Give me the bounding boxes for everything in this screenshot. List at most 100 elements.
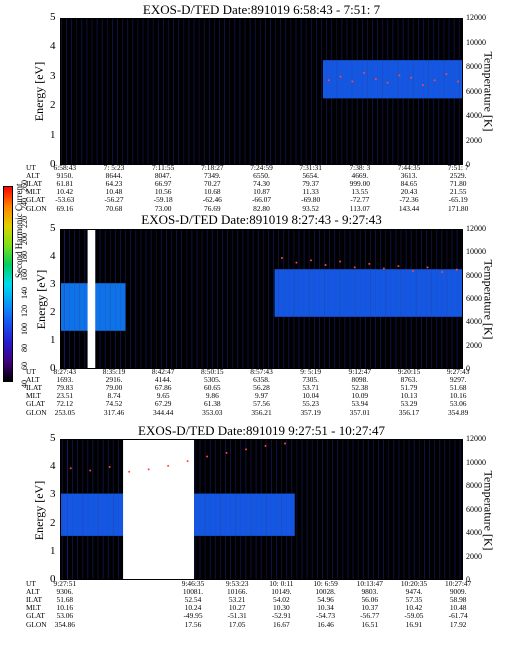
- y-tick-label: 3: [50, 278, 56, 290]
- orbit-cell: 60.65: [204, 383, 221, 393]
- orbit-cell: 10.56: [154, 187, 172, 197]
- texture-stripe: [137, 19, 139, 164]
- temperature-point: [445, 73, 448, 76]
- texture-stripe: [102, 440, 104, 579]
- orbit-cell: 9:12:47: [348, 367, 372, 376]
- temperature-point: [69, 467, 72, 470]
- texture-stripe: [275, 19, 276, 164]
- temperature-point: [457, 80, 460, 83]
- y-tick-label: 2: [50, 306, 56, 318]
- panel2-heatmap: [61, 230, 462, 368]
- texture-stripe: [405, 230, 407, 368]
- texture-stripe: [142, 19, 144, 164]
- orbit-cell: 61.81: [56, 179, 74, 189]
- orbit-cell: -69.80: [301, 195, 321, 205]
- texture-stripe: [204, 440, 206, 579]
- texture-stripe: [428, 19, 429, 164]
- orbit-cell: 74.30: [253, 179, 270, 189]
- orbit-cell: 73.00: [154, 203, 172, 213]
- texture-stripe: [331, 19, 333, 164]
- orbit-cell: 10.34: [317, 603, 334, 613]
- texture-stripe: [342, 440, 344, 579]
- texture-stripe: [454, 440, 456, 579]
- texture-stripe: [286, 440, 288, 579]
- texture-stripe: [271, 440, 272, 579]
- temperature-point: [339, 75, 342, 78]
- texture-stripe: [66, 19, 67, 164]
- texture-stripe: [171, 230, 172, 368]
- texture-stripe: [303, 230, 305, 368]
- texture-stripe: [152, 19, 154, 164]
- texture-stripe: [377, 19, 378, 164]
- texture-stripe: [367, 440, 369, 579]
- orbit-cell: 6358.: [253, 375, 270, 385]
- orbit-cell: 72.12: [56, 399, 74, 409]
- texture-stripe: [196, 230, 198, 368]
- orbit-row-label: MLT: [26, 391, 41, 401]
- texture-stripe: [306, 440, 308, 579]
- texture-stripe: [235, 440, 237, 579]
- texture-stripe: [387, 19, 389, 164]
- orbit-cell: 71.80: [449, 179, 467, 189]
- orbit-cell: 76.69: [204, 203, 221, 213]
- orbit-cell: 8.74: [107, 391, 121, 401]
- texture-stripe: [359, 230, 361, 368]
- texture-stripe: [250, 440, 252, 579]
- texture-stripe: [112, 19, 113, 164]
- orbit-row-label: GLON: [26, 203, 47, 213]
- temperature-point: [441, 271, 444, 273]
- y-right-tick-label: 0: [466, 160, 470, 169]
- texture-stripe: [326, 19, 327, 164]
- texture-stripe: [378, 440, 379, 579]
- texture-stripe: [206, 230, 208, 368]
- texture-stripe: [81, 19, 83, 164]
- texture-stripe: [459, 440, 461, 579]
- texture-stripe: [125, 230, 126, 368]
- orbit-cell: 10.42: [56, 187, 74, 197]
- texture-stripe: [283, 230, 285, 368]
- texture-stripe: [395, 230, 397, 368]
- panel2-orbit-table: UT ALT ILAT MLT GLAT GLON 8:27:43 1693. 79.83 23.…: [0, 367, 505, 418]
- texture-stripe: [97, 440, 99, 579]
- orbit-cell: 10028.: [315, 587, 336, 597]
- y-right-tick-label: 2000: [466, 551, 482, 561]
- orbit-cell: 11.33: [302, 187, 319, 197]
- orbit-cell: 10.87: [253, 187, 270, 197]
- texture-stripe: [281, 440, 282, 579]
- texture-stripe: [415, 230, 417, 368]
- texture-stripe: [178, 19, 180, 164]
- texture-stripe: [456, 230, 458, 368]
- panel3-title: EXOS-D/TED Date:891019 9:27:51 - 10:27:4…: [138, 423, 385, 438]
- y-right-tick-label: 6000: [466, 504, 482, 514]
- texture-stripe: [362, 440, 364, 579]
- texture-stripe: [393, 440, 395, 579]
- texture-stripe: [183, 19, 185, 164]
- orbit-row-label: GLON: [26, 619, 47, 629]
- temperature-point: [108, 466, 111, 469]
- panel2-ylabel: Energy [eV]: [34, 269, 49, 330]
- temperature-point: [284, 442, 287, 445]
- temperature-point: [421, 84, 424, 87]
- orbit-cell: 9:27:43: [446, 367, 470, 376]
- texture-stripe: [446, 230, 448, 368]
- orbit-cell: 5654.: [302, 171, 319, 181]
- y-right-tick-label: 8000: [466, 270, 482, 280]
- orbit-cell: 9.97: [255, 391, 268, 401]
- texture-stripe: [229, 19, 231, 164]
- orbit-cell: 56.06: [361, 595, 379, 605]
- texture-stripe: [300, 19, 302, 164]
- y-tick-label: 0: [50, 573, 56, 585]
- orbit-cell: 354.89: [447, 407, 469, 417]
- panel2-plot: [60, 229, 463, 369]
- texture-stripe: [308, 230, 310, 368]
- orbit-cell: 7:38: 3: [349, 163, 371, 172]
- texture-stripe: [423, 19, 424, 164]
- orbit-cell: -62.46: [202, 195, 222, 205]
- texture-stripe: [322, 440, 323, 579]
- texture-stripe: [380, 230, 381, 368]
- texture-stripe: [270, 19, 271, 164]
- texture-stripe: [247, 230, 249, 368]
- y-tick-label: 5: [50, 11, 56, 23]
- y-tick-label: 5: [50, 222, 56, 234]
- texture-stripe: [198, 19, 200, 164]
